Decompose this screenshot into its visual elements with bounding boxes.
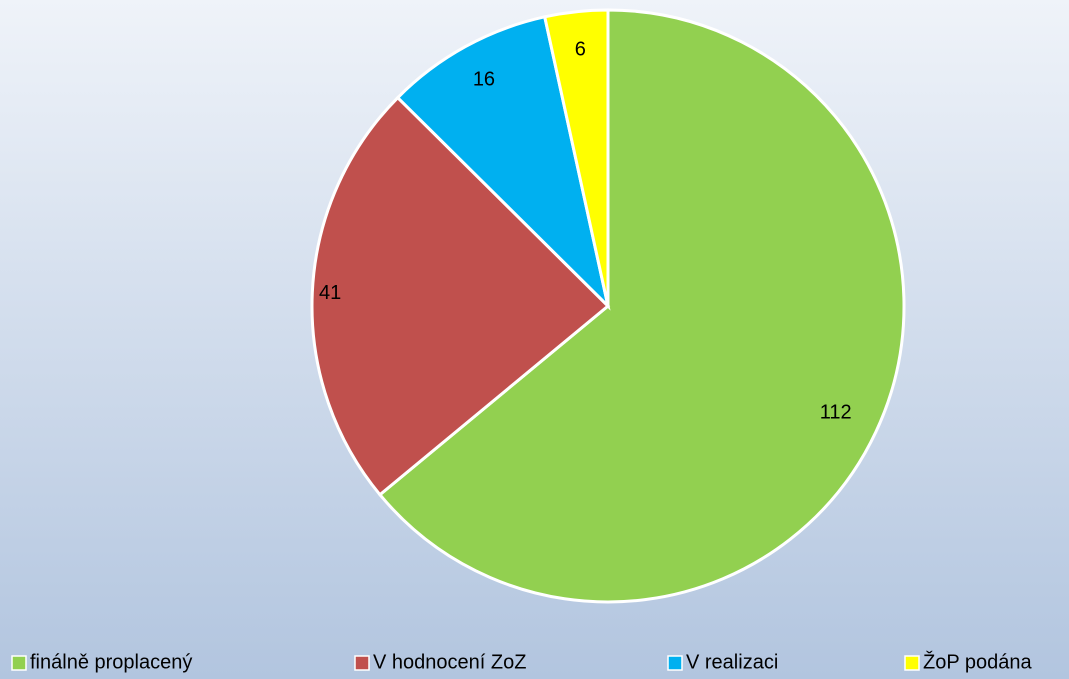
legend-label: V hodnocení ZoZ [373,651,526,673]
data-label: 16 [473,69,495,91]
legend-swatch [667,655,683,671]
legend-swatch [354,655,370,671]
pie-slice [395,15,611,311]
data-label: 112 [820,401,852,423]
pie-slice [542,8,610,307]
data-label: 41 [319,282,341,304]
pie-slice [310,95,611,497]
legend-label: ŽoP podána [923,650,1032,673]
legend-swatch [904,655,920,671]
legend-label: V realizaci [686,651,778,673]
data-label: 6 [575,38,586,60]
pie-slice [377,8,906,604]
legend-swatch [11,655,27,671]
legend-label: finálně proplacený [30,651,192,673]
